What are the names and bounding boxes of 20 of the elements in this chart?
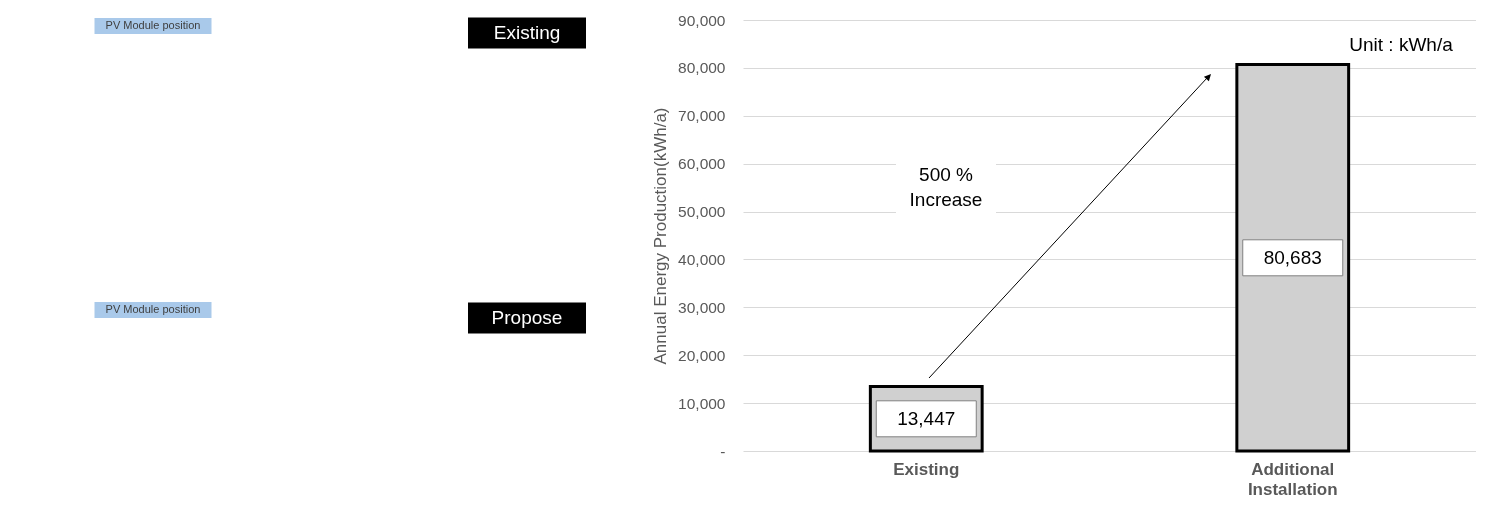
y-tick-label: 30,000 <box>678 298 726 316</box>
text: Existing <box>493 22 561 43</box>
data-label: 13,447 <box>897 407 956 429</box>
y-tick-label: 70,000 <box>678 107 726 125</box>
y-tick-label: - <box>720 442 726 460</box>
y-tick-label: 90,000 <box>678 11 726 29</box>
x-tick-label: Additional Installation <box>1247 459 1338 499</box>
text: PV Module position <box>105 19 201 31</box>
y-tick-label: 40,000 <box>678 250 726 268</box>
y-tick-label: 60,000 <box>678 155 726 173</box>
y-tick-label: 20,000 <box>678 346 726 364</box>
annotation: Unit : kWh/a <box>1349 34 1454 55</box>
y-tick-label: 10,000 <box>678 394 726 412</box>
text: Propose <box>491 307 563 328</box>
y-tick-label: 50,000 <box>678 203 726 221</box>
annotation: 500 % Increase <box>909 164 983 210</box>
data-label: 80,683 <box>1263 246 1322 268</box>
text: PV Module position <box>105 303 201 315</box>
y-axis-title: Annual Energy Production(kWh/a) <box>651 107 671 365</box>
y-tick-label: 80,000 <box>678 59 726 77</box>
